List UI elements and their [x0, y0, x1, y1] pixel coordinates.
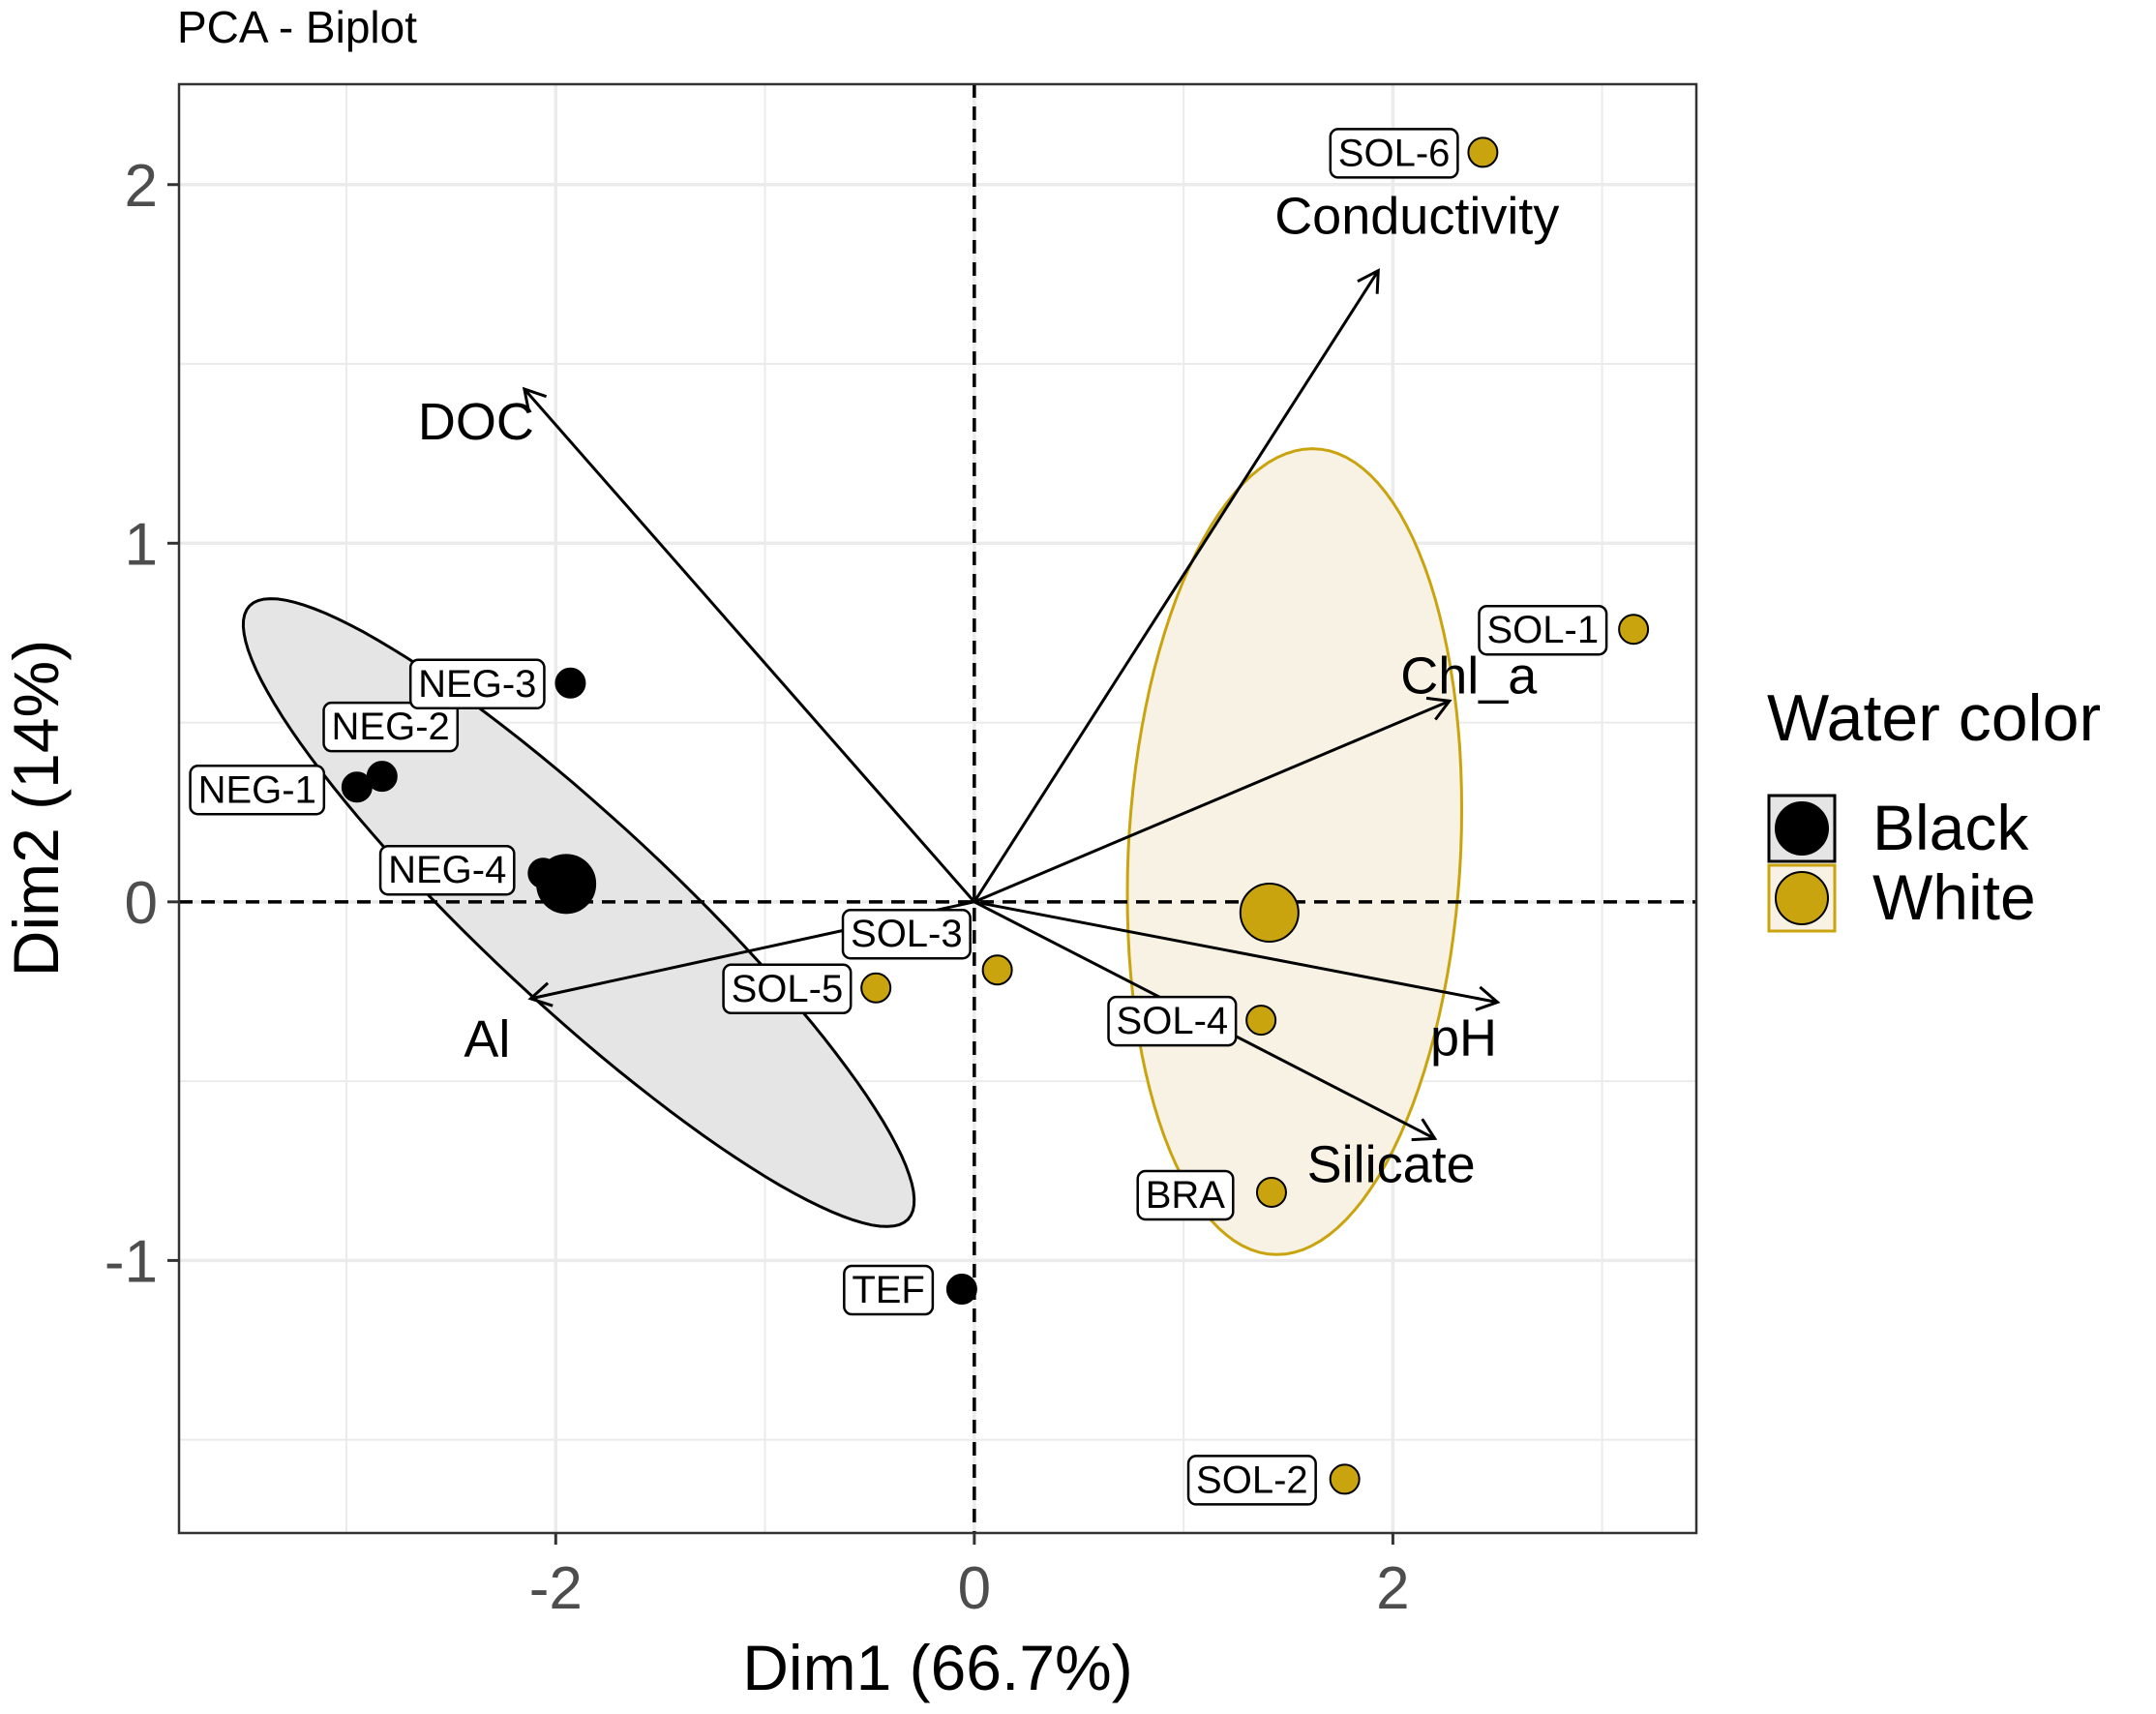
- y-tick-label: 1: [125, 511, 158, 578]
- plot-panel: NEG-1NEG-2NEG-3NEG-4TEFSOL-1SOL-2SOL-3SO…: [177, 82, 1698, 1535]
- group-mean-white: [1239, 882, 1300, 943]
- x-tick-label: 0: [958, 1555, 991, 1622]
- point-tef: [945, 1274, 977, 1306]
- point-label-box: [841, 908, 972, 960]
- point-label-neg-1: NEG-1: [189, 765, 326, 816]
- point-neg-4: [527, 857, 559, 889]
- loading-label-silicate: Silicate: [1307, 1135, 1476, 1193]
- point-label-box: [1329, 128, 1459, 179]
- point-label-box: [378, 844, 516, 896]
- point-sol-3: [981, 954, 1013, 986]
- y-tick-label: -1: [105, 1228, 158, 1295]
- point-label-neg-4: NEG-4: [378, 844, 516, 896]
- point-label-box: [843, 1264, 935, 1316]
- x-tick-label: 2: [1376, 1555, 1409, 1622]
- point-label-text: NEG-1: [198, 768, 316, 811]
- loading-label-ph: pH: [1430, 1009, 1497, 1067]
- point-label-box: [1478, 604, 1608, 656]
- point-neg-2: [366, 761, 398, 793]
- x-tick-label: -2: [529, 1555, 583, 1622]
- point-sol-1: [1618, 614, 1650, 646]
- point-sol-4: [1245, 1005, 1277, 1037]
- legend-swatch-black: [1775, 801, 1829, 856]
- point-sol-5: [860, 972, 892, 1004]
- y-tick-label: 2: [125, 153, 158, 220]
- arrowhead-al: [527, 981, 554, 1007]
- legend-swatch-white: [1775, 871, 1829, 925]
- point-label-sol-1: SOL-1: [1478, 604, 1608, 656]
- individual-points: [341, 136, 1650, 1495]
- point-label-box: [189, 765, 326, 816]
- point-label-box: [1186, 1455, 1317, 1506]
- panel-border: [177, 82, 1698, 1535]
- point-label-text: SOL-1: [1487, 609, 1600, 651]
- point-label-text: SOL-6: [1338, 132, 1451, 174]
- arrowhead-chl-a: [1425, 696, 1452, 721]
- x-axis: -2 0 2: [529, 1533, 1410, 1622]
- point-label-box: [722, 963, 853, 1015]
- point-label-box: [322, 701, 460, 753]
- point-label-text: SOL-5: [732, 968, 844, 1010]
- point-label-text: NEG-2: [332, 706, 450, 748]
- point-label-text: NEG-3: [418, 663, 536, 706]
- point-label-sol-2: SOL-2: [1186, 1455, 1317, 1506]
- chart-title: PCA - Biplot: [177, 2, 417, 52]
- point-label-text: NEG-4: [388, 849, 506, 891]
- legend-label-white: White: [1872, 861, 2036, 933]
- point-sol-6: [1467, 136, 1499, 168]
- loading-label-conductivity: Conductivity: [1274, 188, 1559, 246]
- y-tick-label: 0: [125, 870, 158, 937]
- point-sol-2: [1329, 1463, 1361, 1495]
- point-label-box: [1136, 1169, 1235, 1221]
- ellipse-white: [1125, 447, 1464, 1256]
- loading-label-chl-a: Chl_a: [1400, 647, 1538, 705]
- x-axis-title: Dim1 (66.7%): [742, 1632, 1132, 1703]
- loading-label-doc: DOC: [418, 393, 534, 451]
- point-label-text: SOL-4: [1117, 1000, 1229, 1042]
- point-label-tef: TEF: [843, 1264, 935, 1316]
- arrow-ph: [973, 900, 1498, 1005]
- point-label-box: [1107, 995, 1238, 1047]
- arrowhead-silicate: [1411, 1118, 1438, 1142]
- point-bra: [1255, 1176, 1287, 1208]
- arrowhead-conductivity: [1357, 268, 1380, 294]
- point-label-box: [408, 658, 546, 710]
- point-label-text: SOL-2: [1196, 1458, 1308, 1501]
- y-axis: -1 0 1 2: [105, 153, 179, 1295]
- arrow-conductivity: [973, 269, 1380, 903]
- legend-title: Water color: [1767, 681, 2101, 755]
- loading-label-al: Al: [464, 1010, 510, 1068]
- y-axis-title: Dim2 (14%): [0, 640, 72, 977]
- point-label-bra: BRA: [1136, 1169, 1235, 1221]
- point-label-neg-3: NEG-3: [408, 658, 546, 710]
- arrowhead-ph: [1475, 985, 1501, 1011]
- point-label-sol-3: SOL-3: [841, 908, 972, 960]
- point-label-sol-5: SOL-5: [722, 963, 853, 1015]
- point-label-sol-6: SOL-6: [1329, 128, 1459, 179]
- legend-label-black: Black: [1872, 792, 2029, 863]
- point-label-neg-2: NEG-2: [322, 701, 460, 753]
- confidence-ellipses: [241, 447, 1464, 1256]
- point-label-text: TEF: [852, 1269, 925, 1311]
- loading-labels: DOC Conductivity Chl_a pH Silicate Al: [418, 188, 1559, 1194]
- point-neg-3: [554, 667, 586, 699]
- arrowhead-doc: [522, 386, 548, 412]
- arrow-chl-a: [973, 699, 1451, 904]
- point-label-text: BRA: [1146, 1174, 1226, 1217]
- point-label-sol-4: SOL-4: [1107, 995, 1238, 1047]
- point-labels: NEG-1NEG-2NEG-3NEG-4TEFSOL-1SOL-2SOL-3SO…: [189, 128, 1608, 1506]
- arrow-doc: [523, 387, 975, 903]
- point-label-text: SOL-3: [851, 913, 963, 955]
